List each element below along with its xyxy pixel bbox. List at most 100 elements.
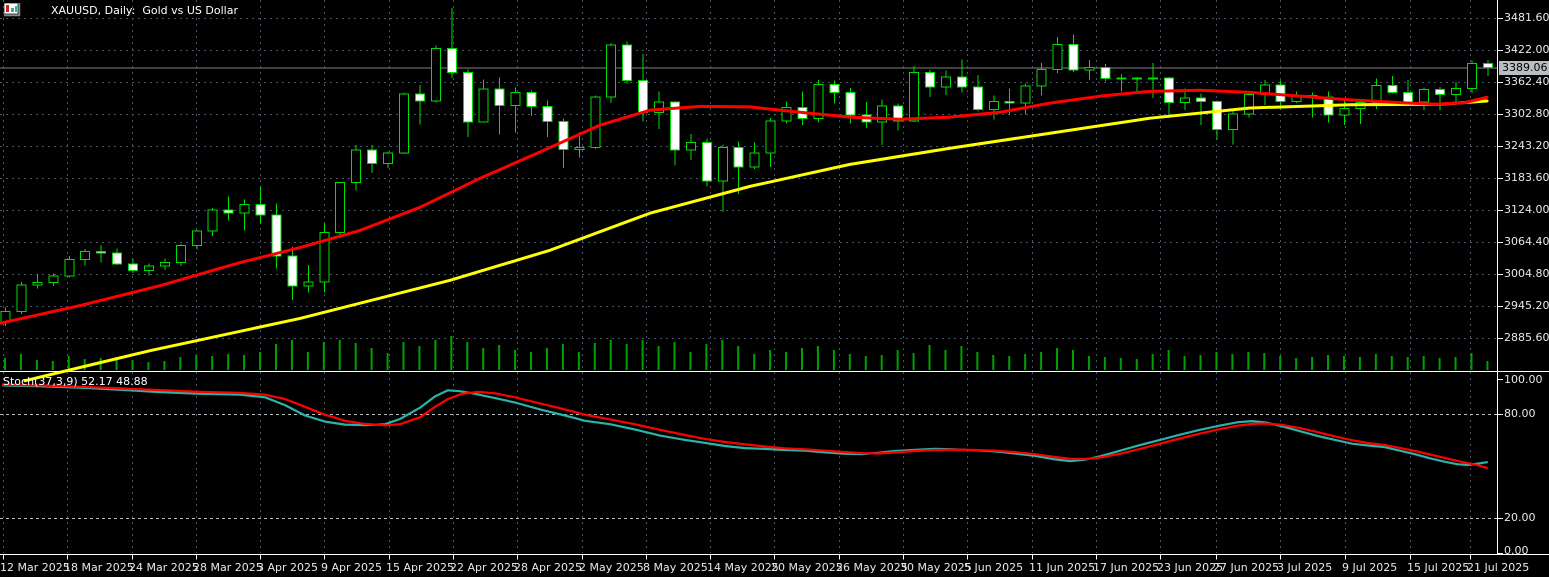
- date-axis-label: 3 Jul 2025: [1277, 561, 1333, 574]
- volume-bar: [1183, 356, 1186, 370]
- volume-bar: [1406, 357, 1409, 370]
- volume-bar: [163, 361, 166, 370]
- candle-bull: [303, 281, 314, 287]
- candle-bear: [1403, 91, 1414, 103]
- candle-bull: [1148, 77, 1159, 80]
- candle-bull: [159, 262, 170, 267]
- candle-bull: [383, 152, 394, 164]
- volume-bar: [1119, 358, 1122, 370]
- volume-bar: [689, 352, 692, 370]
- indicator-label: Stoch(37,3,9) 52.17 48.88: [3, 375, 148, 388]
- candle-bear: [112, 252, 123, 265]
- volume-bar: [274, 344, 277, 370]
- volume-bar: [514, 350, 517, 370]
- candle-bull: [749, 152, 760, 168]
- volume-bar: [259, 352, 262, 370]
- date-axis-label: 14 May 2025: [707, 561, 779, 574]
- candle-bull: [1466, 62, 1477, 90]
- volume-bar: [434, 340, 437, 370]
- volume-bar: [864, 356, 867, 370]
- stoch-main-line: [1, 384, 1489, 467]
- date-axis-label: 15 Jul 2025: [1407, 561, 1470, 574]
- date-axis-label: 11 Jun 2025: [1029, 561, 1096, 574]
- volume-bar: [1342, 356, 1345, 370]
- volume-bar: [1103, 357, 1106, 370]
- volume-bar: [785, 352, 788, 370]
- candle-bull: [48, 275, 59, 283]
- date-axis-label: 3 Apr 2025: [257, 561, 319, 574]
- volume-bar: [960, 346, 963, 370]
- candle-bear: [845, 91, 856, 116]
- price-axis-label: 3302.80: [1504, 107, 1549, 120]
- volume-bar: [1311, 357, 1314, 370]
- candle-bull: [1084, 67, 1095, 71]
- volume-bar: [816, 346, 819, 370]
- date-axis-label: 22 Apr 2025: [450, 561, 519, 574]
- date-axis-label: 24 Mar 2025: [129, 561, 199, 574]
- candle-bull: [1339, 108, 1350, 116]
- candle-bull: [1020, 85, 1031, 104]
- volume-bar: [1231, 354, 1234, 370]
- price-axis-label: 2885.60: [1504, 331, 1549, 344]
- volume-bar: [976, 352, 979, 370]
- volume-bar: [641, 340, 644, 370]
- volume-bar: [1374, 354, 1377, 370]
- price-axis-label: 3183.60: [1504, 171, 1549, 184]
- candle-bull: [319, 232, 330, 283]
- volume-bar: [880, 355, 883, 370]
- candle-bear: [829, 83, 840, 93]
- candle-bull: [781, 106, 792, 122]
- stoch-axis-label: 0.00: [1504, 544, 1529, 557]
- volume-bar: [1135, 359, 1138, 370]
- volume-bar: [1008, 356, 1011, 370]
- volume-bar: [928, 345, 931, 370]
- candle-bull: [399, 93, 409, 154]
- stoch-axis-label: 100.00: [1504, 373, 1543, 386]
- volume-bar: [545, 348, 548, 370]
- candle-bear: [669, 101, 680, 151]
- candle-bear: [972, 86, 983, 111]
- candle-bear: [622, 44, 633, 82]
- volume-bar: [1279, 356, 1282, 370]
- candle-bear: [526, 91, 537, 107]
- volume-bar: [1358, 357, 1361, 370]
- candle-bull: [1227, 113, 1238, 130]
- candle-bull: [64, 258, 75, 277]
- volume-bar: [402, 342, 405, 370]
- price-axis-label: 3064.40: [1504, 235, 1549, 248]
- volume-bar: [115, 357, 118, 370]
- price-axis-label: 2945.20: [1504, 299, 1549, 312]
- candle-bear: [1435, 89, 1446, 96]
- volume-bar: [195, 355, 198, 370]
- volume-bar: [1167, 350, 1170, 370]
- volume-bar: [35, 360, 38, 370]
- volume-bar: [386, 353, 389, 370]
- date-axis-label: 30 May 2025: [900, 561, 972, 574]
- date-axis-label: 5 Jun 2025: [964, 561, 1024, 574]
- chart-title-overlay: XAUUSD, Daily: Gold vs US Dollar: [4, 3, 238, 17]
- volume-bar: [338, 340, 341, 370]
- date-axis-label: 23 Jun 2025: [1157, 561, 1224, 574]
- candle-bear: [367, 149, 378, 164]
- candle-bear: [1100, 67, 1111, 79]
- candle-bear: [1132, 77, 1143, 80]
- volume-bar: [211, 356, 214, 370]
- volume-bar: [753, 354, 756, 370]
- ma-fast-red-line: [0, 88, 1489, 325]
- candle-bear: [223, 209, 234, 214]
- volume-bar: [1056, 348, 1059, 370]
- volume-bar: [801, 348, 803, 370]
- candle-bear: [956, 76, 967, 88]
- volume-bar: [912, 353, 915, 370]
- candle-bull: [606, 44, 617, 98]
- date-axis-label: 28 Mar 2025: [193, 561, 263, 574]
- volume-bar: [721, 340, 724, 370]
- candle-bull: [335, 182, 346, 234]
- volume-bar: [1071, 350, 1074, 370]
- volume-bar: [530, 352, 533, 370]
- candle-bear: [494, 88, 505, 106]
- volume-bar: [19, 354, 22, 370]
- candle-bear: [733, 147, 744, 168]
